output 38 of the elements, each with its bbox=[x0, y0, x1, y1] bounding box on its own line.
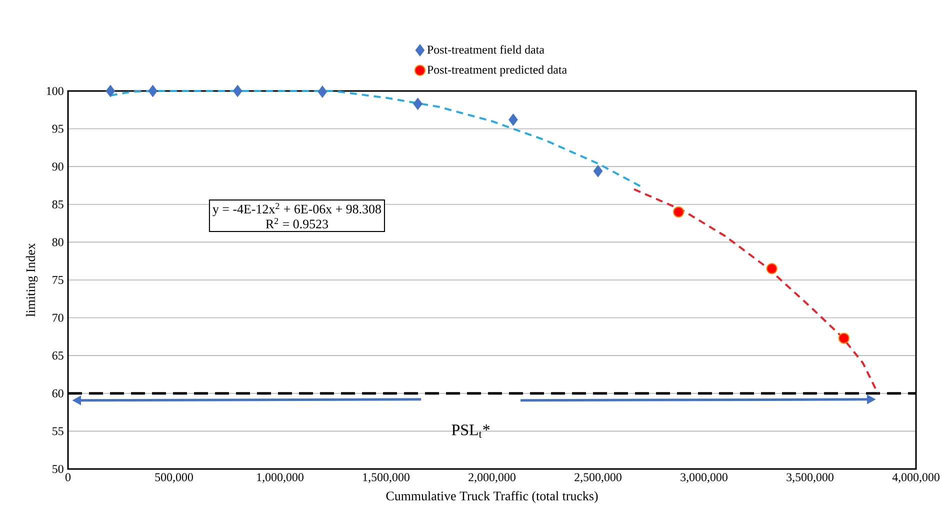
legend-label: Post-treatment predicted data bbox=[427, 65, 567, 76]
x-tick-label: 500,000 bbox=[155, 473, 193, 483]
point bbox=[106, 84, 116, 98]
y-axis-title: limiting Index bbox=[26, 243, 38, 317]
point bbox=[593, 164, 603, 178]
x-axis-title: Cummulative Truck Traffic (total trucks) bbox=[386, 491, 598, 503]
x-tick-label: 1,000,000 bbox=[257, 473, 304, 483]
y-tick-label: 55 bbox=[52, 427, 64, 436]
legend-label: Post-treatment field data bbox=[427, 45, 544, 54]
point bbox=[232, 84, 242, 98]
y-tick-label: 60 bbox=[52, 389, 64, 398]
point bbox=[673, 206, 684, 218]
annotation: R$^{2}$ = 0.9523 bbox=[266, 218, 328, 228]
x-tick-label: 2,500,000 bbox=[574, 473, 622, 483]
x-tick-label: 3,500,000 bbox=[786, 473, 834, 483]
y-tick-label: 65 bbox=[52, 352, 64, 360]
x-tick-label: 0 bbox=[65, 473, 71, 482]
x-tick-label: 1,500,000 bbox=[363, 473, 410, 483]
y-tick-label: 85 bbox=[52, 200, 64, 208]
x-tick-label: 2,000,000 bbox=[468, 473, 516, 483]
y-tick-label: 90 bbox=[52, 162, 64, 171]
point bbox=[838, 332, 850, 344]
point bbox=[318, 86, 328, 98]
x-tick-label: 3,000,000 bbox=[680, 473, 728, 483]
point bbox=[766, 263, 778, 274]
point bbox=[413, 98, 423, 110]
y-tick-label: 80 bbox=[52, 238, 64, 246]
point bbox=[148, 84, 158, 98]
y-tick-label: 100 bbox=[46, 86, 64, 96]
point bbox=[508, 114, 518, 126]
x-tick-label: 4,000,000 bbox=[892, 473, 940, 483]
annotation: y = -4E-12x$^{2}$ + 6E-06x + 98.308 bbox=[212, 202, 381, 216]
annotation: PSL$_{t}$* bbox=[452, 424, 490, 438]
y-tick-label: 75 bbox=[52, 276, 64, 284]
y-tick-label: 70 bbox=[52, 314, 64, 322]
y-tick-label: 95 bbox=[52, 124, 64, 133]
line-series bbox=[633, 188, 879, 394]
y-tick-label: 50 bbox=[52, 464, 64, 474]
